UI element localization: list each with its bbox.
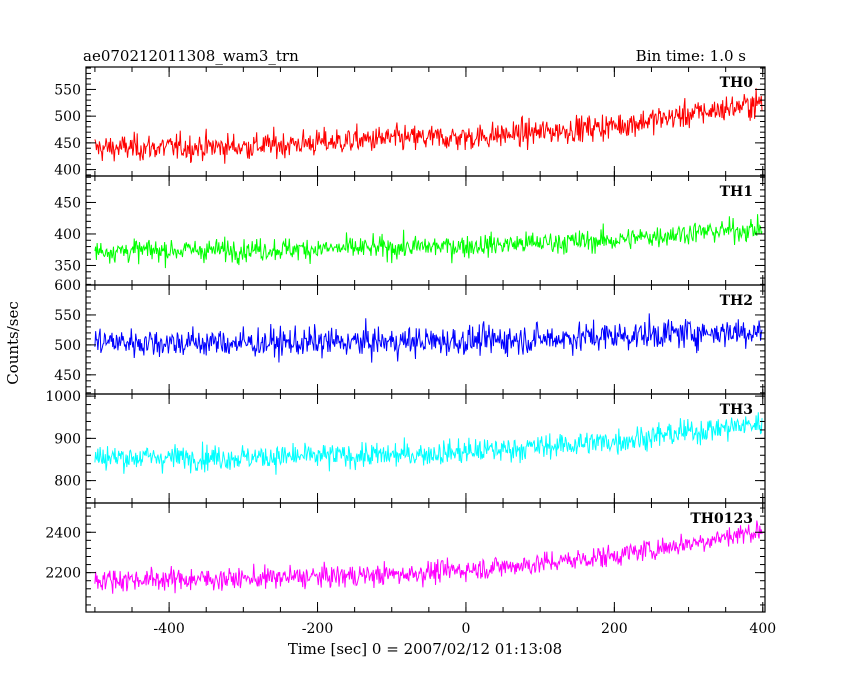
chart-title: ae070212011308_wam3_trn: [83, 47, 299, 65]
y-tick-label: 400: [54, 227, 81, 243]
y-tick-label: 500: [54, 338, 81, 354]
y-tick-label: 800: [54, 474, 81, 490]
panels-group: 400 450 500 550 TH0 350 400 450 TH1 450 500 550 600 T…: [45, 66, 766, 613]
y-tick-label: 600: [54, 278, 81, 294]
x-tick-label: 200: [601, 621, 628, 637]
panel-label-th2: TH2: [720, 293, 753, 309]
series-line-th1: [94, 214, 763, 269]
y-tick-label: 2400: [45, 525, 81, 541]
y-tick-label: 450: [54, 368, 81, 384]
series-line-th0123: [94, 520, 763, 594]
x-tick-label: -200: [302, 621, 333, 637]
y-axis-label: Counts/sec: [4, 301, 22, 385]
y-tick-label: 350: [54, 258, 81, 274]
panel-th2: 450 500 550 600 TH2: [54, 278, 766, 395]
panel-frame: [85, 393, 766, 504]
series-line-th2: [94, 313, 763, 363]
y-tick-label: 1000: [45, 389, 81, 405]
y-tick-label: 450: [54, 136, 81, 152]
x-axis-label: Time [sec] 0 = 2007/02/12 01:13:08: [288, 640, 562, 658]
x-tick-label: 0: [461, 621, 470, 637]
y-tick-label: 2200: [45, 566, 81, 582]
y-tick-label: 550: [54, 82, 81, 98]
panel-label-th0123: TH0123: [690, 511, 753, 527]
series-line-th3: [94, 412, 763, 475]
panel-label-th0: TH0: [720, 75, 754, 91]
x-tick-label: -400: [153, 621, 184, 637]
y-tick-label: 500: [54, 109, 81, 125]
panel-label-th1: TH1: [720, 184, 753, 200]
panel-th1: 350 400 450 TH1: [54, 175, 766, 286]
panel-th3: 800 900 1000 TH3: [45, 389, 766, 504]
panel-th0123: 2200 2400 TH0123: [45, 502, 766, 613]
y-tick-label: 550: [54, 308, 81, 324]
y-tick-label: 900: [54, 431, 81, 447]
x-tick-label: 400: [749, 621, 776, 637]
y-tick-label: 450: [54, 195, 81, 211]
panel-frame: [85, 502, 766, 613]
panel-label-th3: TH3: [720, 402, 753, 418]
panel-th0: 400 450 500 550 TH0: [54, 66, 766, 179]
panel-frame: [85, 175, 766, 286]
series-line-th0: [94, 88, 763, 164]
y-tick-label: 400: [54, 163, 81, 179]
x-axis: -400 -200 0 200 400: [153, 621, 776, 637]
bin-time-label: Bin time: 1.0 s: [636, 47, 746, 65]
